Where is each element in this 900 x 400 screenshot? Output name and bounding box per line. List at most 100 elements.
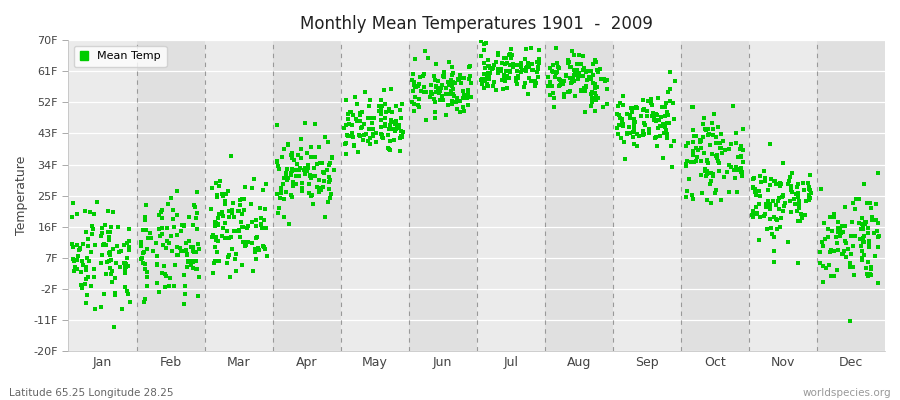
Point xyxy=(801,180,815,186)
Point xyxy=(639,107,653,114)
Point xyxy=(716,138,730,144)
Point xyxy=(360,138,374,144)
Point xyxy=(613,100,627,106)
Point xyxy=(550,60,564,66)
Point xyxy=(286,183,301,189)
Point xyxy=(454,74,469,81)
Point xyxy=(151,212,166,218)
Point xyxy=(452,76,466,83)
Point xyxy=(597,76,611,83)
Point xyxy=(382,126,396,132)
Point xyxy=(836,251,850,258)
Point xyxy=(65,214,79,220)
Point xyxy=(389,126,403,132)
Point xyxy=(627,128,642,134)
Point xyxy=(656,121,670,128)
Point xyxy=(508,78,523,85)
Point xyxy=(453,98,467,104)
Point xyxy=(418,116,433,123)
Point xyxy=(316,169,330,176)
Point xyxy=(170,252,184,259)
Point xyxy=(798,198,813,204)
Point xyxy=(209,236,223,243)
Point xyxy=(486,83,500,89)
Point xyxy=(439,90,454,97)
Point xyxy=(281,142,295,148)
Point xyxy=(68,268,82,274)
Point xyxy=(824,273,838,280)
Point xyxy=(235,211,249,217)
Point xyxy=(571,76,585,82)
Point xyxy=(700,132,715,138)
Point xyxy=(225,246,239,252)
Point xyxy=(499,55,513,61)
Point xyxy=(139,227,153,233)
Point xyxy=(79,255,94,261)
Point xyxy=(660,131,674,137)
Point xyxy=(835,222,850,229)
Point xyxy=(306,201,320,207)
Point xyxy=(189,249,203,256)
Point xyxy=(444,80,458,86)
Point xyxy=(649,118,663,124)
Point xyxy=(121,290,135,297)
Point xyxy=(845,218,859,225)
Point xyxy=(464,94,479,100)
Point xyxy=(627,115,642,122)
Point xyxy=(816,220,831,226)
Point xyxy=(374,124,389,130)
Point xyxy=(279,170,293,176)
Point xyxy=(522,64,536,71)
Point xyxy=(356,108,370,115)
Point xyxy=(728,140,742,146)
Point xyxy=(578,108,592,115)
Point xyxy=(628,119,643,125)
Point xyxy=(218,198,232,204)
Point xyxy=(493,66,508,72)
Point xyxy=(867,230,881,236)
Point xyxy=(303,172,318,179)
Point xyxy=(688,158,703,164)
Point xyxy=(711,124,725,131)
Point xyxy=(783,208,797,215)
Point xyxy=(622,124,636,130)
Point xyxy=(179,240,194,246)
Point xyxy=(295,188,310,194)
Point xyxy=(687,158,701,165)
Point xyxy=(211,194,225,200)
Point xyxy=(76,262,91,268)
Point xyxy=(439,91,454,97)
Point xyxy=(746,176,760,182)
Point xyxy=(159,272,174,279)
Point xyxy=(367,114,382,121)
Point xyxy=(611,122,625,128)
Point xyxy=(259,225,274,231)
Point xyxy=(407,82,421,88)
Point xyxy=(773,180,788,186)
Point xyxy=(284,166,299,172)
Point xyxy=(350,117,365,124)
Point xyxy=(574,60,589,67)
Point xyxy=(566,78,580,84)
Point xyxy=(815,263,830,270)
Point xyxy=(827,214,842,220)
Point xyxy=(862,200,877,206)
Point xyxy=(349,101,364,107)
Point xyxy=(464,80,478,86)
Point xyxy=(207,219,221,226)
Point xyxy=(503,51,517,58)
Point xyxy=(599,77,614,84)
Point xyxy=(690,147,705,154)
Point xyxy=(428,61,443,67)
Point xyxy=(816,243,831,249)
Point xyxy=(379,108,393,115)
Point xyxy=(450,105,464,112)
Point xyxy=(84,249,98,255)
Point xyxy=(515,67,529,74)
Point xyxy=(221,252,236,258)
Point xyxy=(511,75,526,81)
Point xyxy=(616,101,630,108)
Point xyxy=(627,117,642,123)
Point xyxy=(802,187,816,193)
Point xyxy=(838,240,852,247)
